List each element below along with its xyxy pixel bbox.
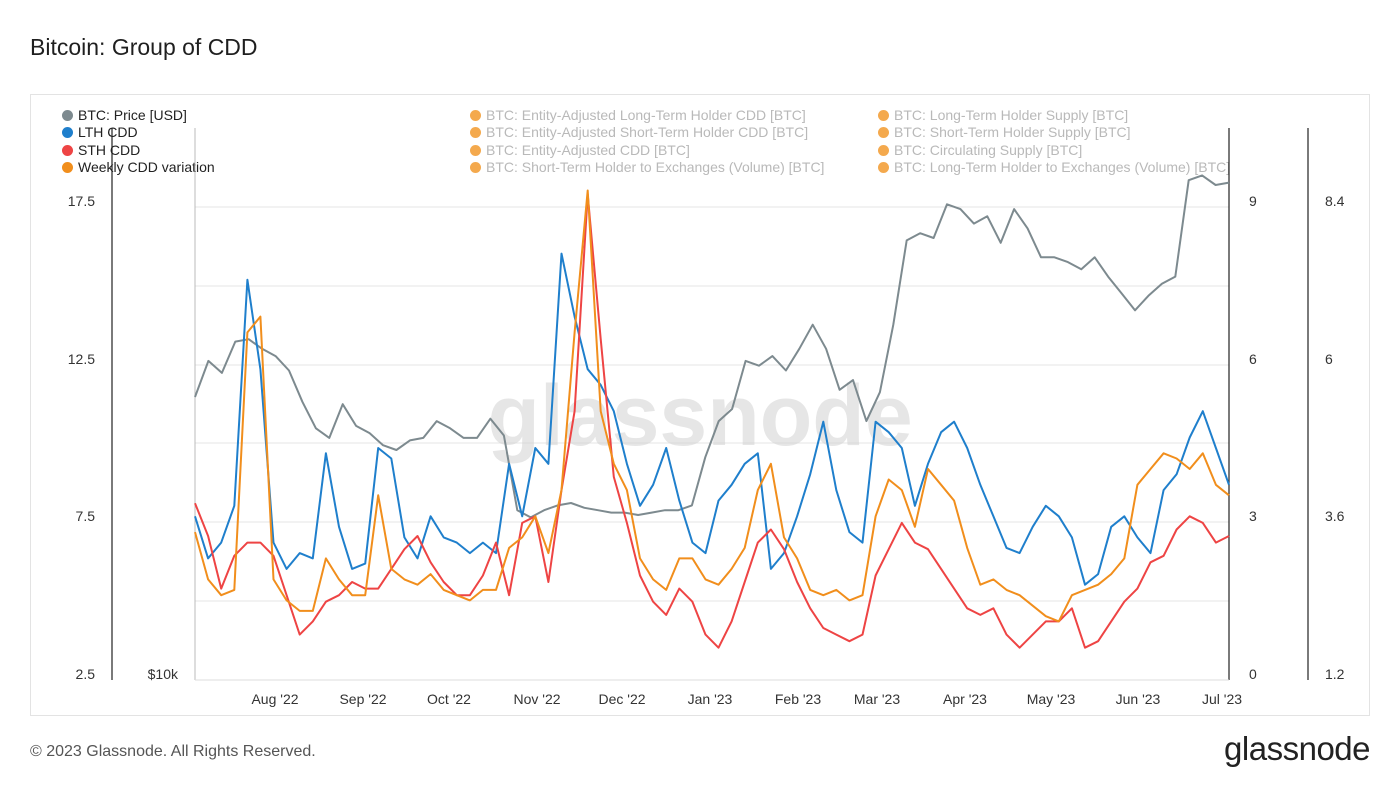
y-left-tick-label: 17.5 — [68, 193, 95, 209]
legend-dot-icon — [470, 110, 481, 121]
x-tick-label: Jun '23 — [1116, 691, 1161, 707]
legend-item-active[interactable]: BTC: Price [USD] — [62, 107, 187, 123]
x-tick-label: Nov '22 — [513, 691, 560, 707]
legend-item-hidden[interactable]: BTC: Long-Term Holder to Exchanges (Volu… — [878, 159, 1230, 175]
legend-dot-icon — [878, 127, 889, 138]
copyright-footer: © 2023 Glassnode. All Rights Reserved. — [30, 743, 316, 760]
legend-label: BTC: Circulating Supply [BTC] — [894, 142, 1083, 158]
series-line-btc-price-usd — [194, 174, 1230, 519]
legend-dot-icon — [878, 110, 889, 121]
legend-item-active[interactable]: STH CDD — [62, 142, 140, 158]
chart-title: Bitcoin: Group of CDD — [30, 34, 258, 60]
legend-item-hidden[interactable]: BTC: Circulating Supply [BTC] — [878, 142, 1082, 158]
legend-item-hidden[interactable]: BTC: Entity-Adjusted Long-Term Holder CD… — [470, 107, 806, 123]
legend-label: BTC: Long-Term Holder to Exchanges (Volu… — [894, 159, 1231, 175]
legend-dot-icon — [62, 162, 73, 173]
legend-dot-icon — [62, 127, 73, 138]
legend-item-hidden[interactable]: BTC: Short-Term Holder to Exchanges (Vol… — [470, 159, 824, 175]
y-right2-tick-label: 3.6 — [1325, 508, 1345, 524]
series-line-lth-cdd — [194, 252, 1230, 586]
y-left-tick-label: 12.5 — [68, 351, 95, 367]
x-tick-label: May '23 — [1027, 691, 1076, 707]
x-tick-label: Feb '23 — [775, 691, 821, 707]
x-tick-label: Oct '22 — [427, 691, 471, 707]
legend-label: BTC: Short-Term Holder to Exchanges (Vol… — [486, 159, 825, 175]
legend-dot-icon — [878, 145, 889, 156]
x-tick-label: Dec '22 — [598, 691, 645, 707]
legend-dot-icon — [62, 145, 73, 156]
y-right1-tick-label: 6 — [1249, 351, 1257, 367]
x-tick-label: Jul '23 — [1202, 691, 1242, 707]
legend-label: BTC: Entity-Adjusted CDD [BTC] — [486, 142, 690, 158]
x-tick-label: Aug '22 — [251, 691, 298, 707]
y-left-bottom-label: $10k — [148, 666, 179, 682]
legend-label: BTC: Entity-Adjusted Long-Term Holder CD… — [486, 107, 806, 123]
watermark: glassnode — [487, 368, 912, 464]
chart-panel — [30, 94, 1370, 716]
legend-label: BTC: Long-Term Holder Supply [BTC] — [894, 107, 1129, 123]
legend-item-hidden[interactable]: BTC: Entity-Adjusted Short-Term Holder C… — [470, 124, 808, 140]
series-line-weekly-cdd-variation — [194, 189, 1230, 623]
y-right1-tick-label: 9 — [1249, 193, 1257, 209]
y-right2-tick-label: 8.4 — [1325, 193, 1345, 209]
glassnode-logo[interactable]: glassnode — [1224, 730, 1370, 767]
x-tick-label: Jan '23 — [688, 691, 733, 707]
legend-dot-icon — [470, 145, 481, 156]
legend-label: BTC: Entity-Adjusted Short-Term Holder C… — [486, 124, 809, 140]
y-right2-tick-label: 1.2 — [1325, 666, 1345, 682]
y-right1-tick-label: 3 — [1249, 508, 1257, 524]
legend-label: BTC: Price [USD] — [78, 107, 187, 123]
legend-item-hidden[interactable]: BTC: Entity-Adjusted CDD [BTC] — [470, 142, 690, 158]
y-left-tick-label: 2.5 — [76, 666, 96, 682]
legend-item-active[interactable]: LTH CDD — [62, 124, 138, 140]
legend-label: BTC: Short-Term Holder Supply [BTC] — [894, 124, 1131, 140]
x-tick-label: Mar '23 — [854, 691, 900, 707]
legend-dot-icon — [470, 162, 481, 173]
legend-item-hidden[interactable]: BTC: Short-Term Holder Supply [BTC] — [878, 124, 1131, 140]
y-right1-tick-label: 0 — [1249, 666, 1257, 682]
legend-label: LTH CDD — [78, 124, 138, 140]
legend-dot-icon — [62, 110, 73, 121]
x-tick-label: Sep '22 — [339, 691, 386, 707]
legend-dot-icon — [878, 162, 889, 173]
y-left-tick-label: 7.5 — [76, 508, 96, 524]
legend-item-hidden[interactable]: BTC: Long-Term Holder Supply [BTC] — [878, 107, 1128, 123]
legend-label: STH CDD — [78, 142, 141, 158]
x-tick-label: Apr '23 — [943, 691, 987, 707]
legend-dot-icon — [470, 127, 481, 138]
y-right2-tick-label: 6 — [1325, 351, 1333, 367]
